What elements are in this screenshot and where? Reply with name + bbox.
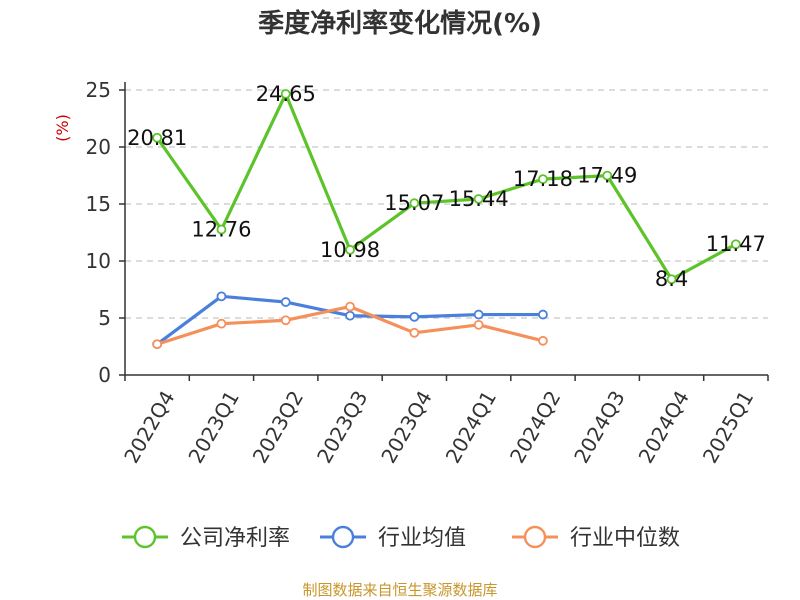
series-line-0 (155, 92, 737, 281)
chart-title: 季度净利率变化情况(%) (258, 8, 542, 39)
grid-lines (125, 89, 768, 319)
data-point (666, 274, 677, 285)
data-point (409, 311, 420, 322)
data-point (473, 194, 484, 204)
x-tick-label: 2023Q4 (376, 387, 436, 468)
source-note: 制图数据来自恒生聚源数据库 (302, 581, 497, 599)
legend-marker (331, 525, 355, 549)
legend-label: 行业中位数 (570, 526, 680, 551)
data-point (152, 132, 163, 143)
data-point (473, 309, 484, 320)
data-point (216, 291, 227, 302)
legend-label: 行业均值 (378, 526, 466, 551)
x-tick-label: 2023Q1 (183, 387, 243, 468)
data-point (345, 244, 355, 255)
data-point (280, 297, 291, 307)
data-label: 17.49 (577, 164, 637, 188)
series-lines (152, 89, 741, 350)
data-label: 20.81 (127, 126, 187, 150)
x-tick-label: 2024Q3 (569, 387, 629, 468)
x-tick-label: 2024Q4 (634, 387, 694, 468)
y-tick-label: 25 (86, 78, 111, 102)
data-point (216, 224, 227, 235)
legend-label: 公司净利率 (180, 526, 290, 551)
data-label: 17.18 (513, 167, 573, 191)
x-tick-label: 2022Q4 (119, 387, 179, 468)
data-point (602, 170, 613, 181)
data-point (152, 339, 163, 350)
y-tick-label: 10 (86, 249, 111, 273)
x-tick-label: 2024Q2 (505, 387, 565, 468)
x-tick-label: 2023Q3 (312, 387, 372, 468)
y-tick-label: 20 (86, 135, 111, 159)
data-point (409, 327, 420, 338)
data-label: 8.4 (655, 267, 688, 291)
data-point (730, 239, 741, 250)
legend-item[interactable]: 公司净利率 (122, 525, 290, 551)
data-point (409, 198, 420, 209)
y-tick-label: 5 (98, 306, 111, 330)
data-point (538, 309, 548, 320)
legend-marker (523, 525, 547, 549)
y-tick-label: 0 (98, 363, 111, 387)
data-point (473, 319, 484, 330)
x-tick-label: 2023Q2 (248, 387, 308, 468)
x-tick-label: 2024Q1 (441, 387, 501, 468)
y-tick-label: 15 (86, 192, 111, 216)
data-label: 15.44 (449, 187, 509, 211)
data-label: 24.65 (256, 82, 316, 106)
data-label: 10.98 (320, 238, 380, 262)
y-axis-label: (%) (53, 114, 72, 142)
legend-marker (133, 525, 157, 549)
data-point (538, 335, 548, 346)
data-point (216, 318, 227, 329)
data-point (345, 310, 355, 321)
data-point (345, 301, 355, 312)
x-tick-label: 2025Q1 (698, 387, 758, 468)
legend-item[interactable]: 行业均值 (320, 525, 466, 551)
data-point (538, 174, 548, 185)
data-label: 15.07 (384, 191, 444, 215)
data-label: 12.76 (191, 218, 251, 242)
data-label: 11.47 (706, 232, 766, 256)
data-point (280, 315, 291, 326)
legend-item[interactable]: 行业中位数 (512, 525, 680, 551)
legend: 公司净利率 行业均值 行业中位数 (122, 525, 680, 551)
data-point (280, 89, 291, 99)
